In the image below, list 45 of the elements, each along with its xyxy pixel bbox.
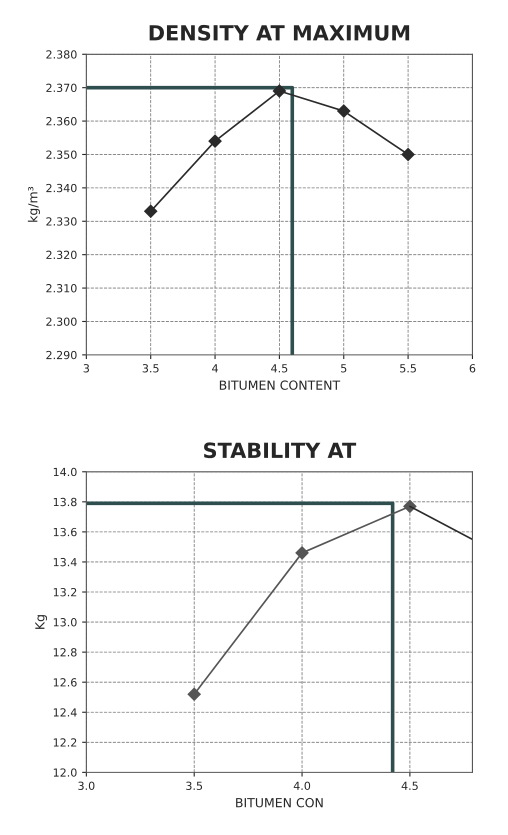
x-tick-label: 5.5 <box>400 364 416 373</box>
y-tick-label: 2.340 <box>46 184 77 192</box>
point <box>295 546 309 560</box>
y-tick-label: 12.8 <box>54 648 77 657</box>
point <box>272 84 286 98</box>
point <box>188 688 201 701</box>
y-tick-label: 13.6 <box>54 528 77 536</box>
y-axis-title: Kg <box>35 615 48 629</box>
y-tick-label: 14.0 <box>54 468 77 476</box>
y-tick-label: 12.2 <box>54 738 76 747</box>
chart-title: STABILITY AT <box>204 442 356 458</box>
y-tick-label: 12.4 <box>54 708 77 716</box>
point <box>402 148 415 162</box>
x-tick-label: 3.5 <box>186 782 202 790</box>
y-tick-label: 2.350 <box>46 150 77 159</box>
x-tick-label: 3.0 <box>78 782 94 790</box>
x-tick-label: 4.0 <box>294 782 310 790</box>
x-tick-label: 4.5 <box>402 782 418 790</box>
y-tick-label: 12.6 <box>54 678 77 687</box>
y-tick-label: 12.0 <box>54 768 77 777</box>
y-tick-label: 2.320 <box>46 250 77 260</box>
y-tick-label: 2.290 <box>46 350 77 360</box>
y-tick-label: 13.8 <box>54 498 77 506</box>
x-tick-label: 5 <box>341 364 346 373</box>
y-axis-title: kg/m³ <box>28 186 40 222</box>
y-tick-label: 13.4 <box>54 558 77 566</box>
x-tick-label: 3.5 <box>142 364 159 373</box>
x-tick-label: 6 <box>470 364 476 373</box>
y-tick-label: 13.2 <box>54 588 76 596</box>
y-tick-label: 2.380 <box>46 50 77 59</box>
y-tick-label: 13.0 <box>54 618 77 626</box>
x-tick-label: 4.5 <box>271 364 288 373</box>
chart-title: DENSITY AT MAXIMUM <box>150 24 410 41</box>
x-tick-label: 3 <box>84 364 90 373</box>
x-axis-title: BITUMEN CON <box>236 798 323 808</box>
y-tick-label: 2.300 <box>46 317 77 326</box>
y-tick-label: 2.370 <box>46 84 77 92</box>
point <box>144 204 158 218</box>
x-tick-label: 4 <box>212 364 218 372</box>
y-tick-label: 2.360 <box>46 117 77 126</box>
y-tick-label: 2.310 <box>46 284 77 292</box>
point <box>337 104 350 118</box>
point <box>208 134 222 148</box>
x-axis-title: BITUMEN CONTENT <box>220 380 340 390</box>
y-tick-label: 2.330 <box>46 217 77 226</box>
